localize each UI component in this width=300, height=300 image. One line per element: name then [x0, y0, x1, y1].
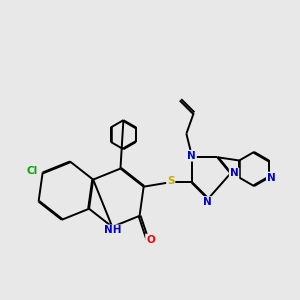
Text: NH: NH: [103, 225, 121, 236]
Text: N: N: [202, 197, 211, 207]
Text: N: N: [230, 168, 239, 178]
Text: O: O: [146, 235, 155, 244]
Text: Cl: Cl: [27, 166, 38, 176]
Text: S: S: [167, 176, 175, 186]
Text: N: N: [267, 172, 276, 183]
Text: N: N: [187, 151, 196, 161]
